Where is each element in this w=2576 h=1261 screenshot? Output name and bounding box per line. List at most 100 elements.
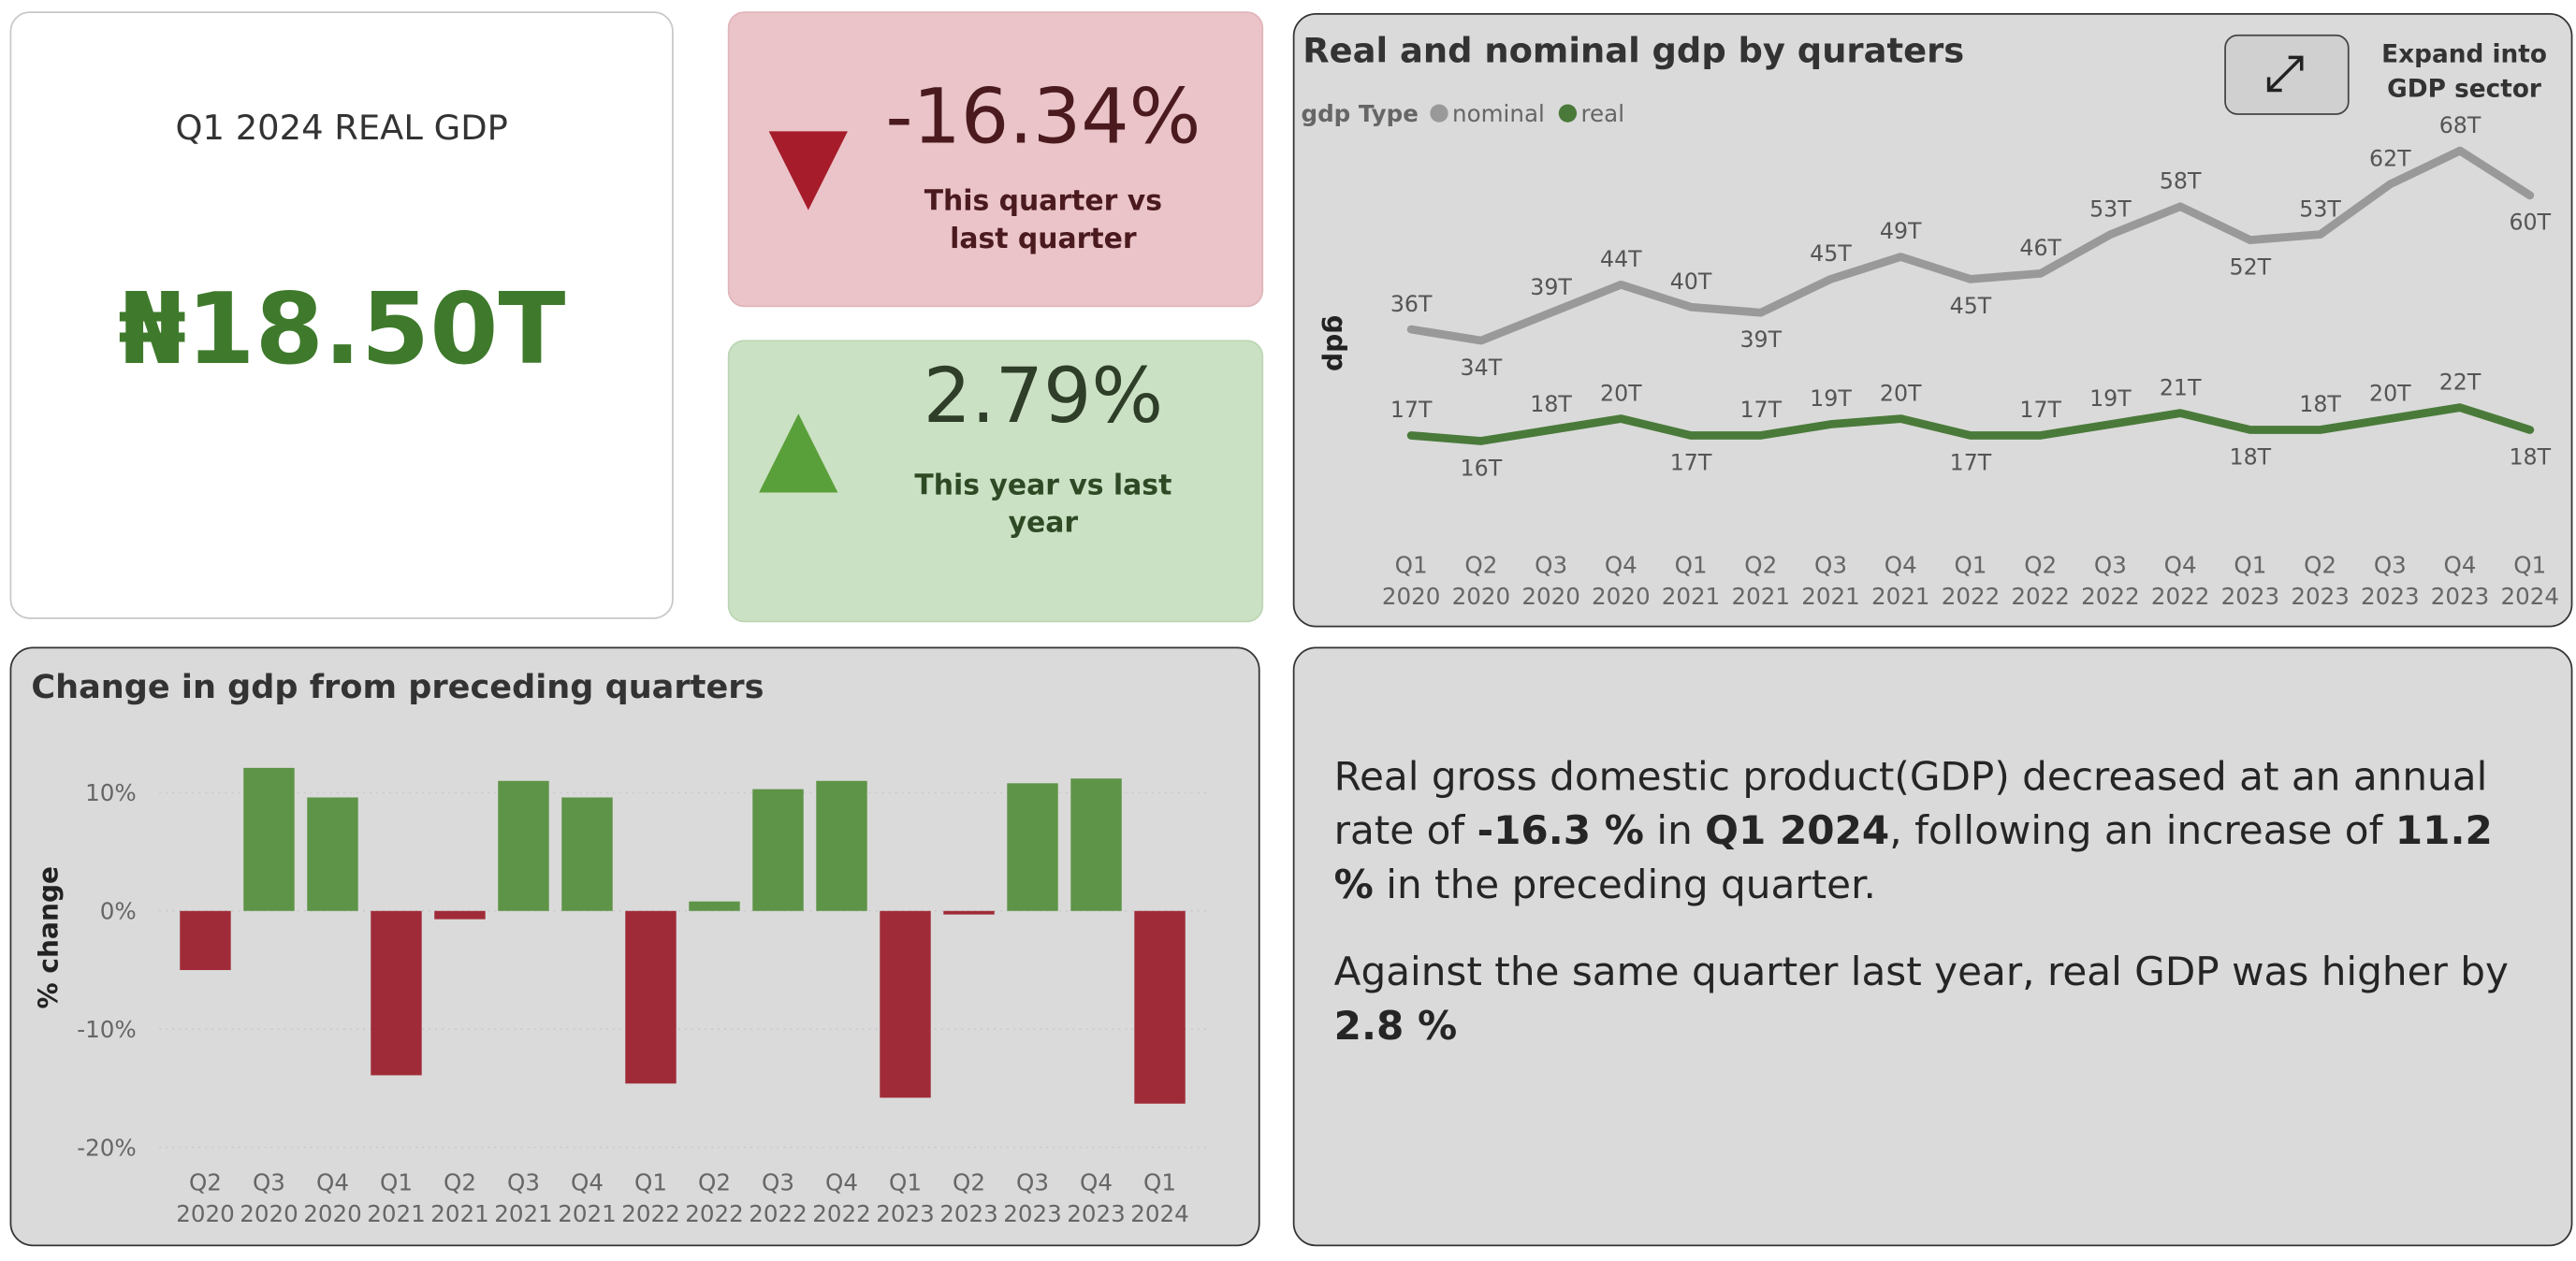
text-run: in the preceding quarter. bbox=[1373, 862, 1876, 908]
data-label: 17T bbox=[1670, 449, 1712, 475]
kpi-value: ₦18.50T bbox=[117, 272, 566, 388]
x-tick-label: Q4 2021 bbox=[558, 1169, 617, 1227]
x-tick-label: Q2 2021 bbox=[1732, 552, 1791, 610]
legend-label: real bbox=[1580, 100, 1624, 127]
kpi-value: -16.34% bbox=[885, 72, 1201, 162]
data-label: 39T bbox=[1739, 326, 1782, 353]
summary-text: Real gross domestic product(GDP) decreas… bbox=[1334, 750, 2534, 1087]
expand-button[interactable] bbox=[2224, 34, 2350, 115]
x-tick-label: Q4 2020 bbox=[303, 1169, 362, 1227]
y-tick-label: -10% bbox=[77, 1016, 136, 1043]
up-triangle bbox=[759, 413, 838, 493]
data-label: 60T bbox=[2509, 210, 2551, 236]
data-label: 45T bbox=[1950, 293, 1992, 319]
kpi-label: This quarter vs last quarter bbox=[924, 185, 1163, 256]
text-run: -16.3 % bbox=[1477, 807, 1644, 854]
data-label: 19T bbox=[1810, 385, 1852, 412]
text-run: in bbox=[1643, 807, 1706, 854]
paragraph: Real gross domestic product(GDP) decreas… bbox=[1334, 750, 2534, 913]
x-tick-label: Q1 2024 bbox=[1130, 1169, 1189, 1227]
expand-label[interactable]: Expand into GDP sector bbox=[2381, 39, 2547, 104]
y-tick-label: -20% bbox=[77, 1134, 136, 1161]
bar bbox=[880, 910, 931, 1098]
chart-title: Real and nominal gdp by quraters bbox=[1303, 31, 1964, 71]
data-label: 17T bbox=[1390, 397, 1433, 423]
x-tick-label: Q4 2023 bbox=[2431, 552, 2490, 610]
text-run: Q1 2024 bbox=[1705, 807, 1890, 854]
data-label: 18T bbox=[1530, 391, 1572, 417]
x-tick-label: Q3 2020 bbox=[240, 1169, 298, 1227]
kpi-card: -16.34% This quarter vs last quarter bbox=[727, 11, 1264, 308]
bar bbox=[371, 910, 422, 1076]
kpi-label: This year vs last year bbox=[914, 469, 1172, 541]
data-label: 39T bbox=[1530, 274, 1572, 300]
x-tick-label: Q4 2020 bbox=[1592, 552, 1651, 610]
x-tick-label: Q4 2023 bbox=[1067, 1169, 1126, 1227]
text-run: Real gross domestic product(GDP) decreas… bbox=[1333, 753, 2500, 854]
bar bbox=[816, 780, 867, 911]
bar bbox=[1070, 778, 1122, 911]
x-tick-label: Q1 2023 bbox=[2221, 552, 2280, 610]
down-triangle bbox=[768, 131, 848, 210]
data-label: 52T bbox=[2230, 254, 2272, 280]
x-tick-label: Q4 2022 bbox=[812, 1169, 871, 1227]
x-tick-label: Q2 2023 bbox=[939, 1169, 998, 1227]
text-run: 2.8 % bbox=[1333, 1003, 1458, 1050]
data-label: 20T bbox=[1600, 380, 1642, 406]
kpi-title: Q1 2024 REAL GDP bbox=[175, 108, 508, 148]
bar bbox=[498, 780, 549, 911]
bar bbox=[561, 797, 613, 911]
x-tick-label: Q2 2020 bbox=[1452, 552, 1511, 610]
series-line bbox=[1406, 146, 2535, 345]
data-label: 17T bbox=[1950, 449, 1992, 475]
chart-title: Change in gdp from preceding quarters bbox=[31, 668, 764, 706]
x-tick-label: Q2 2023 bbox=[2291, 552, 2350, 610]
bar-chart: Change in gdp from preceding quarters % c… bbox=[31, 668, 1211, 1227]
x-tick-label: Q4 2021 bbox=[1871, 552, 1930, 610]
x-tick-label: Q3 2021 bbox=[494, 1169, 553, 1227]
paragraph: Against the same quarter last year, real… bbox=[1334, 946, 2534, 1054]
data-label: 18T bbox=[2299, 391, 2341, 417]
bar bbox=[625, 910, 677, 1084]
data-label: 49T bbox=[1880, 218, 1922, 244]
kpi-card: Q1 2024 REAL GDP ₦18.50T bbox=[9, 11, 674, 619]
bar bbox=[180, 910, 231, 970]
data-label: 62T bbox=[2369, 146, 2411, 172]
data-label: 19T bbox=[2089, 385, 2132, 412]
summary-panel: Real gross domestic product(GDP) decreas… bbox=[1292, 646, 2573, 1247]
data-label: 40T bbox=[1670, 268, 1712, 295]
data-label: 44T bbox=[1600, 246, 1642, 272]
y-axis-label: % change bbox=[33, 866, 64, 1009]
bar bbox=[689, 901, 740, 911]
data-label: 22T bbox=[2439, 369, 2481, 395]
bar bbox=[752, 789, 804, 911]
line-chart: Real and nominal gdp by quraters gdp Type… bbox=[1302, 31, 2560, 610]
data-label: 21T bbox=[2160, 374, 2202, 400]
y-axis-label: gdp bbox=[1321, 315, 1352, 371]
line-panel: Real and nominal gdp by quraters gdp Type… bbox=[1292, 13, 2573, 628]
data-label: 34T bbox=[1461, 355, 1503, 381]
legend-marker bbox=[1430, 104, 1448, 123]
x-tick-label: Q3 2022 bbox=[749, 1169, 808, 1227]
data-label: 58T bbox=[2160, 168, 2202, 195]
y-tick-label: 10% bbox=[85, 779, 137, 806]
data-label: 16T bbox=[1461, 455, 1503, 481]
x-tick-label: Q2 2022 bbox=[685, 1169, 744, 1227]
x-tick-label: Q2 2021 bbox=[430, 1169, 489, 1227]
series-line bbox=[1406, 403, 2535, 445]
data-label: 36T bbox=[1390, 291, 1433, 317]
data-label: 17T bbox=[2019, 397, 2061, 423]
bar bbox=[243, 767, 295, 911]
x-tick-label: Q1 2022 bbox=[621, 1169, 680, 1227]
data-label: 17T bbox=[1739, 397, 1782, 423]
kpi-value: 2.79% bbox=[923, 351, 1164, 441]
x-tick-label: Q4 2022 bbox=[2151, 552, 2210, 610]
data-label: 53T bbox=[2299, 196, 2341, 222]
data-label: 20T bbox=[1880, 380, 1922, 406]
data-label: 46T bbox=[2019, 235, 2061, 261]
data-label: 45T bbox=[1810, 240, 1852, 267]
bar bbox=[1007, 783, 1058, 911]
text-run: Against the same quarter last year, real… bbox=[1333, 949, 2522, 995]
expand-icon bbox=[2266, 55, 2304, 93]
